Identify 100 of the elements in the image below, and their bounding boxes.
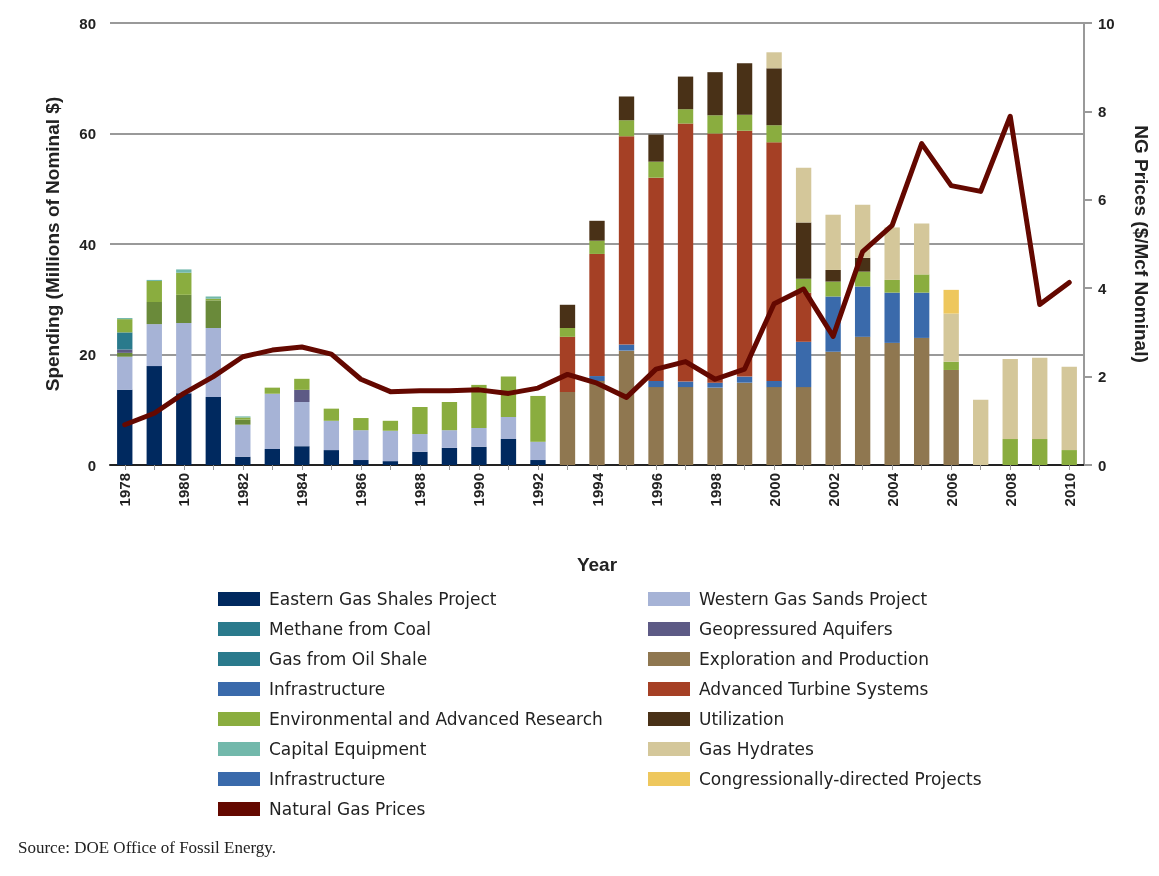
bar [559,304,576,328]
bar [589,381,605,465]
bar [559,327,576,337]
bar [618,136,635,345]
legend-label: Utilization [699,709,785,729]
bar [146,324,162,367]
bar [205,397,221,465]
bar [412,406,428,435]
bar [913,292,930,338]
legend-label: Natural Gas Prices [269,799,426,819]
y-tick-label: 60 [79,125,96,142]
bar [382,430,399,462]
bar [353,430,369,461]
bar [176,323,192,394]
bar [117,332,133,350]
y2-tick-label: 4 [1098,279,1107,297]
bar [766,142,782,382]
y2-tick-label: 2 [1098,368,1107,386]
source-note: Source: DOE Office of Fossil Energy. [18,838,276,858]
bar [766,381,782,388]
bar [825,269,841,282]
bar [943,369,959,465]
x-tick-label: 1994 [588,472,606,507]
y-axis-title: Spending (Millions of Nominal $) [42,96,63,392]
x-tick-label: 1986 [352,473,370,507]
bar [589,240,605,254]
bar [736,63,753,115]
bar [795,292,812,342]
bar [825,351,841,465]
bar [117,356,133,390]
bar [264,387,281,394]
legend-label: Eastern Gas Shales Project [269,589,497,609]
bar [294,402,310,447]
bar [382,420,399,431]
bar [1061,366,1077,451]
bar [648,134,664,162]
bar [176,272,192,295]
x-tick-label: 1992 [529,473,547,507]
bar [471,427,487,447]
bar [766,125,782,143]
bar [854,286,871,337]
y-tick-label: 0 [87,456,96,474]
bar [559,392,576,465]
bar [766,387,782,465]
bar [294,446,310,465]
bar [795,341,812,388]
bar [176,294,192,324]
legend-label: Congressionally-directed Projects [699,769,982,789]
bar [500,439,517,465]
bar [353,460,369,465]
legend-label: Exploration and Production [699,649,929,669]
bar [589,253,605,377]
bar [884,227,900,280]
bar [176,393,192,465]
bar [913,274,930,293]
y2-tick-label: 6 [1098,191,1107,209]
x-tick-label: 2004 [883,472,901,507]
x-tick-label: 1988 [411,473,429,507]
bar [943,313,959,362]
bar [382,461,399,465]
bar [1061,450,1077,465]
bar [825,214,841,270]
bar [884,342,900,465]
bar [736,114,753,131]
x-tick-label: 1990 [470,473,488,507]
legend-label: Gas Hydrates [699,739,814,759]
y2-tick-label: 10 [1098,14,1115,32]
bar [943,289,959,314]
bar [530,460,546,465]
bar [146,302,162,325]
bar [205,300,221,328]
bar [500,416,517,440]
x-tick-label: 2006 [942,473,960,507]
bar [530,395,546,442]
bar [854,336,871,465]
bar [677,109,694,124]
bar [1002,439,1018,465]
bar [795,167,812,223]
bar [677,76,694,110]
bar [235,456,251,465]
y2-tick-label: 0 [1098,456,1107,474]
y-tick-label: 80 [79,14,96,32]
bar [235,419,251,425]
bar [412,434,428,452]
bar [294,389,310,403]
y-tick-label: 40 [79,235,96,253]
bar [707,115,723,134]
x-tick-label: 1982 [234,473,252,507]
bar [323,408,340,421]
y2-axis-title: NG Prices ($/Mcf Nominal) [1131,125,1152,363]
x-tick-label: 2008 [1001,473,1019,507]
legend-label: Environmental and Advanced Research [269,709,603,729]
bar [707,133,723,383]
bar [441,430,458,448]
legend-label: Methane from Coal [269,619,431,639]
bar [736,382,753,465]
bar [766,52,782,69]
bar [913,223,930,275]
bar [854,271,871,287]
bar [707,382,723,388]
